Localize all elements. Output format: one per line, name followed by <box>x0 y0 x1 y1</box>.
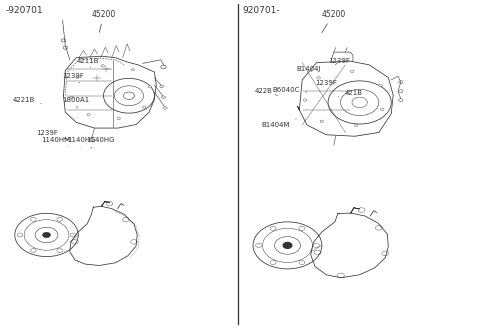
Circle shape <box>337 273 344 278</box>
Circle shape <box>375 225 382 230</box>
Text: 45200: 45200 <box>92 10 116 32</box>
Circle shape <box>70 96 73 99</box>
Circle shape <box>299 260 305 264</box>
Circle shape <box>299 226 305 230</box>
Circle shape <box>314 250 321 255</box>
Circle shape <box>270 260 276 264</box>
Circle shape <box>256 243 262 247</box>
Circle shape <box>143 106 146 108</box>
Circle shape <box>148 86 152 88</box>
Circle shape <box>355 124 358 127</box>
Text: 4221B: 4221B <box>12 97 41 104</box>
Text: B6040C: B6040C <box>273 87 307 92</box>
Circle shape <box>317 77 320 79</box>
Text: 4211B: 4211B <box>76 58 99 68</box>
Circle shape <box>42 232 50 238</box>
Circle shape <box>72 240 78 244</box>
Text: B1404J: B1404J <box>297 66 321 72</box>
Circle shape <box>358 208 365 213</box>
Text: 1239F: 1239F <box>36 130 69 140</box>
Circle shape <box>30 249 36 253</box>
Text: 1239F: 1239F <box>62 73 84 83</box>
Text: B1404M: B1404M <box>262 119 297 128</box>
Circle shape <box>381 108 384 111</box>
Circle shape <box>313 243 319 247</box>
Circle shape <box>30 217 36 221</box>
Text: 1800A1: 1800A1 <box>62 97 89 109</box>
Circle shape <box>107 201 113 206</box>
Text: 1239F: 1239F <box>316 80 337 89</box>
Circle shape <box>131 240 137 244</box>
Circle shape <box>382 251 389 256</box>
Text: 920701-: 920701- <box>242 6 280 14</box>
Circle shape <box>87 113 90 116</box>
Text: 45200: 45200 <box>321 10 346 32</box>
Circle shape <box>57 249 62 253</box>
Circle shape <box>320 120 324 122</box>
Text: 1140HG: 1140HG <box>86 136 114 148</box>
Circle shape <box>117 117 120 120</box>
Text: 1140HG: 1140HG <box>67 136 95 148</box>
Text: 421B: 421B <box>338 90 362 96</box>
Circle shape <box>270 226 276 230</box>
Text: 1239F: 1239F <box>328 58 350 65</box>
Text: 422B: 422B <box>254 88 277 95</box>
Circle shape <box>303 99 307 101</box>
Circle shape <box>57 217 62 221</box>
Circle shape <box>283 242 292 248</box>
Circle shape <box>17 233 23 237</box>
Circle shape <box>76 76 79 78</box>
Circle shape <box>379 84 382 87</box>
Circle shape <box>131 69 134 71</box>
Text: -920701: -920701 <box>5 6 43 14</box>
Circle shape <box>70 233 76 237</box>
Circle shape <box>122 217 129 222</box>
Circle shape <box>101 65 105 67</box>
Text: 1140HM: 1140HM <box>41 136 71 147</box>
Circle shape <box>350 70 354 72</box>
